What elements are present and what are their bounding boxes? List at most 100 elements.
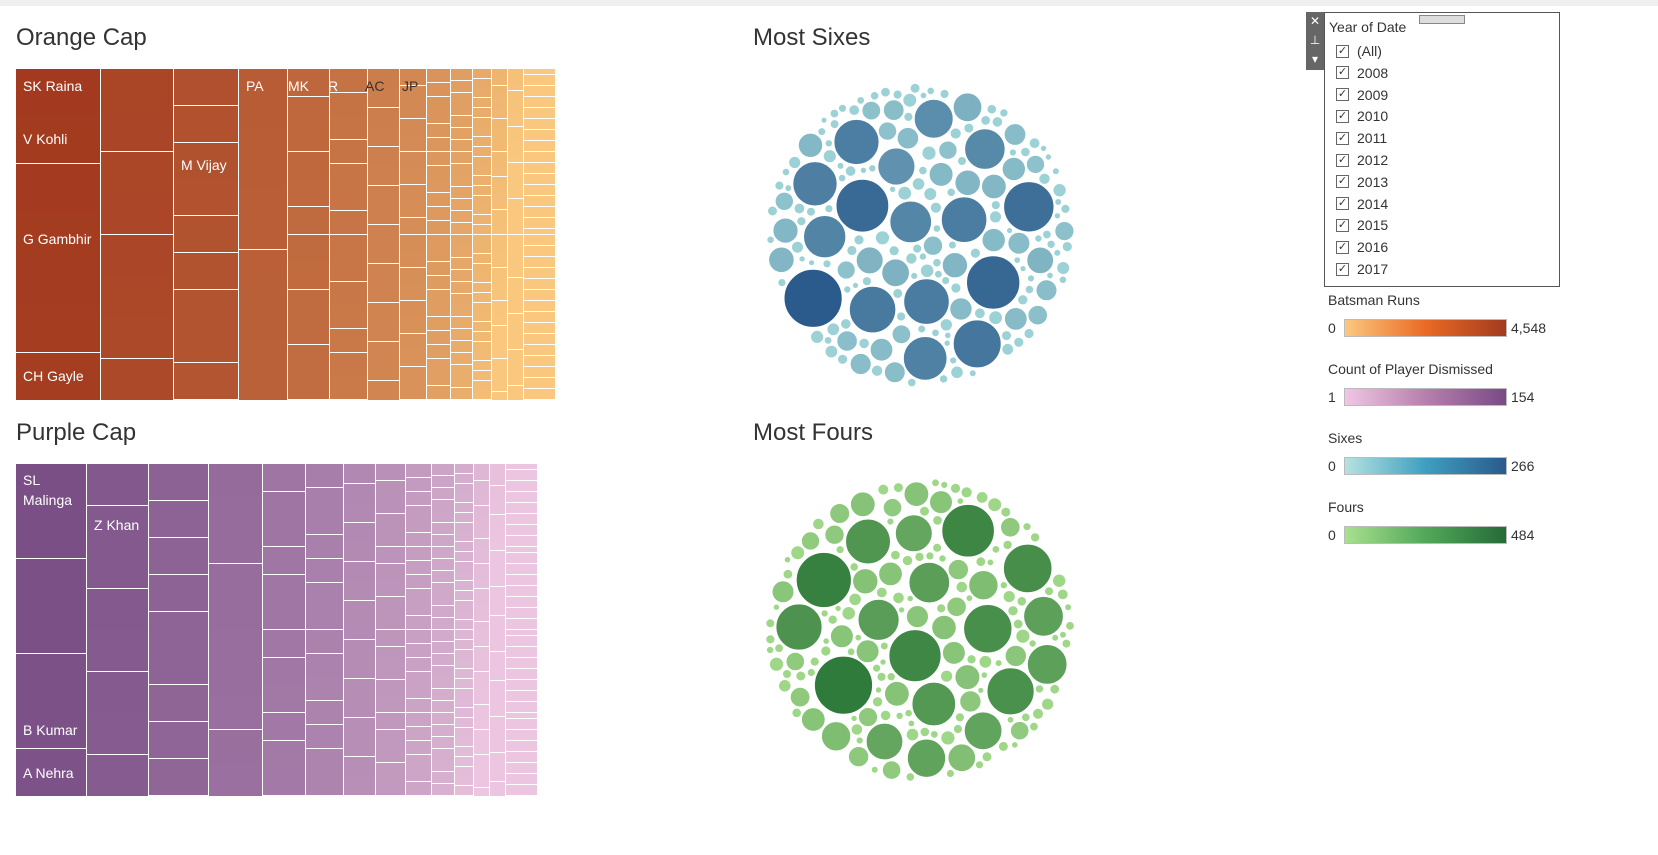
treemap-cell[interactable] (400, 350, 427, 367)
treemap-cell[interactable] (473, 332, 492, 342)
treemap-cell[interactable] (492, 143, 508, 152)
treemap-cell[interactable] (432, 618, 455, 630)
treemap-cell[interactable] (432, 571, 455, 583)
treemap-cell[interactable] (306, 677, 344, 701)
most-sixes-bubble-chart[interactable] (740, 70, 1100, 400)
treemap-cell[interactable] (149, 722, 209, 759)
treemap-cell[interactable] (455, 464, 474, 474)
bubble-mark[interactable] (880, 87, 891, 98)
treemap-cell[interactable] (149, 612, 209, 649)
bubble-mark[interactable] (850, 723, 864, 736)
bubble-mark[interactable] (949, 297, 973, 321)
treemap-cell[interactable] (209, 464, 263, 498)
treemap-cell[interactable] (400, 135, 427, 152)
bubble-mark[interactable] (1019, 265, 1027, 273)
filter-option[interactable]: ✓ 2013 (1336, 172, 1388, 192)
bubble-mark[interactable] (889, 185, 897, 193)
treemap-cell[interactable] (263, 547, 306, 575)
bubble-mark[interactable] (1006, 227, 1014, 234)
treemap-cell[interactable] (432, 689, 455, 701)
bubble-mark[interactable] (1044, 586, 1054, 596)
pin-icon[interactable]: ⊥ (1309, 33, 1321, 47)
treemap-cell[interactable] (101, 359, 174, 400)
treemap-cell[interactable] (406, 713, 432, 727)
treemap-cell[interactable] (473, 166, 492, 176)
treemap-cell[interactable] (16, 258, 101, 306)
bubble-mark[interactable] (849, 353, 872, 375)
treemap-cell[interactable] (506, 746, 538, 752)
checkbox[interactable]: ✓ (1336, 240, 1349, 254)
treemap-cell[interactable] (306, 725, 344, 749)
bubble-mark[interactable] (903, 481, 930, 507)
bubble-mark[interactable] (781, 168, 791, 177)
treemap-cell[interactable] (474, 788, 490, 796)
treemap-cell[interactable] (376, 597, 406, 614)
filter-option[interactable]: ✓ 2014 (1336, 194, 1388, 214)
treemap-cell[interactable] (473, 205, 492, 215)
treemap-cell[interactable] (506, 707, 538, 713)
treemap-cell[interactable] (490, 709, 506, 717)
treemap-cell[interactable] (490, 673, 506, 681)
treemap-cell[interactable] (400, 301, 427, 318)
bubble-mark[interactable] (981, 173, 1007, 200)
bubble-mark[interactable] (925, 551, 935, 561)
treemap-cell[interactable] (524, 240, 556, 246)
treemap-cell[interactable] (492, 292, 508, 301)
treemap-cell[interactable] (506, 475, 538, 481)
treemap-cell[interactable] (455, 640, 474, 650)
bubble-mark[interactable] (986, 104, 997, 115)
treemap-cell[interactable] (524, 350, 556, 356)
treemap-cell[interactable] (174, 216, 239, 253)
treemap-cell[interactable] (344, 679, 376, 699)
treemap-cell[interactable] (506, 541, 538, 547)
dropdown-arrow-icon[interactable]: ▾ (1311, 52, 1319, 66)
treemap-cell[interactable] (492, 168, 508, 177)
treemap-cell[interactable] (263, 658, 306, 686)
treemap-cell[interactable] (524, 361, 556, 367)
bubble-mark[interactable] (882, 498, 903, 518)
bubble-mark[interactable] (871, 364, 884, 377)
treemap-cell[interactable] (524, 328, 556, 334)
treemap-cell[interactable] (473, 215, 492, 225)
treemap-cell[interactable] (306, 606, 344, 630)
bubble-mark[interactable] (954, 712, 965, 723)
bubble-mark[interactable] (1027, 644, 1068, 685)
bubble-mark[interactable] (917, 324, 927, 334)
bubble-mark[interactable] (826, 322, 841, 336)
treemap-cell[interactable] (368, 322, 400, 342)
bubble-mark[interactable] (989, 210, 1002, 224)
bubble-mark[interactable] (853, 234, 865, 246)
bubble-mark[interactable] (969, 247, 981, 259)
treemap-cell[interactable] (451, 329, 473, 341)
bubble-mark[interactable] (939, 318, 953, 332)
bubble-mark[interactable] (1038, 172, 1051, 185)
bubble-mark[interactable] (892, 591, 905, 604)
bubble-mark[interactable] (920, 263, 935, 278)
treemap-cell[interactable] (368, 108, 400, 128)
treemap-cell[interactable] (368, 88, 400, 108)
bubble-mark[interactable] (939, 89, 950, 99)
bubble-mark[interactable] (849, 562, 859, 572)
treemap-cell[interactable] (474, 613, 490, 622)
treemap-cell[interactable] (306, 749, 344, 773)
bubble-mark[interactable] (1026, 246, 1054, 275)
treemap-cell[interactable] (432, 523, 455, 535)
treemap-cell[interactable] (330, 164, 368, 188)
bubble-mark[interactable] (814, 655, 873, 715)
bubble-mark[interactable] (823, 336, 833, 345)
bubble-mark[interactable] (994, 659, 1003, 667)
bubble-mark[interactable] (1046, 271, 1054, 280)
treemap-cell[interactable] (368, 225, 400, 245)
treemap-cell[interactable] (376, 746, 406, 763)
bubble-mark[interactable] (1030, 532, 1041, 543)
filter-option[interactable]: ✓ 2017 (1336, 259, 1388, 279)
treemap-cell[interactable] (344, 659, 376, 679)
bubble-mark[interactable] (919, 91, 928, 100)
bubble-mark[interactable] (1061, 241, 1073, 253)
bubble-mark[interactable] (775, 603, 823, 651)
treemap-cell[interactable] (16, 353, 101, 400)
treemap-cell[interactable] (506, 519, 538, 525)
treemap-cell[interactable] (376, 497, 406, 514)
bubble-mark[interactable] (836, 330, 858, 352)
bubble-mark[interactable] (931, 478, 940, 487)
